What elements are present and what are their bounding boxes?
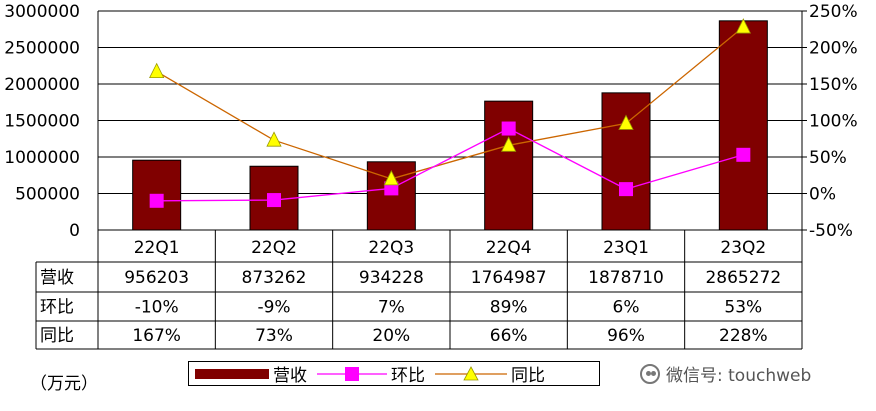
category-label: 22Q3 (368, 238, 414, 258)
qoq-point (736, 147, 751, 162)
watermark: 微信号: touchweb (640, 361, 811, 386)
percent-lines (149, 18, 751, 208)
left-tick-label: 500000 (15, 185, 80, 205)
right-tick-label: 150% (809, 75, 858, 95)
category-label: 22Q2 (251, 238, 297, 258)
table-row-label: 同比 (40, 326, 74, 346)
legend-marker-yoy (435, 365, 507, 380)
left-tick-label: 2500000 (4, 39, 80, 59)
yoy-point (501, 136, 517, 152)
right-tick-label: 250% (809, 2, 858, 22)
qoq-point (501, 121, 516, 136)
table-row-label: 营收 (40, 268, 74, 288)
revenue-bars (132, 20, 768, 231)
gridlines (98, 10, 802, 194)
right-tick-label: 200% (809, 39, 858, 59)
yoy-point (618, 114, 634, 130)
table-cell: -10% (135, 298, 179, 318)
category-label: 22Q1 (134, 238, 180, 258)
table-row-label: 环比 (40, 298, 74, 318)
unit-label: （万元） (30, 374, 98, 394)
legend-marker-qoq (317, 366, 387, 381)
legend-item-revenue: 营收 (195, 362, 307, 386)
table-cell: 228% (719, 326, 768, 346)
legend-item-yoy: 同比 (435, 362, 545, 386)
revenue-bar (601, 92, 651, 231)
yoy-point (735, 18, 751, 34)
category-label: 22Q4 (486, 238, 532, 258)
table-cell: 2865272 (705, 268, 781, 288)
yoy-point (383, 170, 399, 186)
table-cell: 66% (490, 326, 528, 346)
legend-item-qoq: 环比 (317, 362, 425, 386)
category-label: 23Q2 (720, 238, 766, 258)
qoq-point (619, 182, 633, 197)
category-label: 23Q1 (603, 238, 649, 258)
legend-swatch-revenue (195, 368, 269, 379)
table-cell: 934228 (359, 268, 424, 288)
table-cell: 6% (613, 298, 640, 318)
table-cell: 7% (378, 298, 405, 318)
table-cell: 167% (132, 326, 181, 346)
data-table: 22Q1 22Q2 22Q3 22Q4 23Q1 23Q2 营收 956203 873262 93… (35, 229, 803, 350)
table-cell: 53% (724, 298, 762, 318)
left-tick-label: 2000000 (4, 75, 80, 95)
wechat-icon (640, 363, 660, 384)
right-tick-label: 50% (809, 148, 847, 168)
watermark-text: 微信号: touchweb (666, 366, 812, 386)
yoy-line (156, 26, 744, 180)
legend-label-qoq: 环比 (391, 366, 425, 386)
table-cell: 1764987 (471, 268, 547, 288)
legend-label-yoy: 同比 (511, 366, 545, 386)
table-cell: 873262 (242, 268, 307, 288)
table-cell: 96% (607, 326, 645, 346)
qoq-point (149, 193, 164, 208)
right-tick-label: 100% (809, 112, 858, 132)
qoq-point (267, 193, 281, 208)
left-tick-label: 3000000 (4, 2, 80, 22)
legend-label-revenue: 营收 (273, 366, 307, 386)
revenue-bar (718, 20, 768, 231)
yoy-point (149, 62, 165, 78)
left-tick-label: 1500000 (4, 112, 80, 132)
qoq-line (156, 127, 744, 202)
table-cell: 956203 (124, 268, 189, 288)
yoy-point (266, 131, 282, 147)
table-cell: 73% (255, 326, 293, 346)
legend: 营收 环比 同比 (188, 361, 600, 386)
table-cell: -9% (257, 298, 290, 318)
right-tick-label: 0% (809, 185, 836, 205)
left-tick-label: 1000000 (4, 148, 80, 168)
right-tick-label: -50% (809, 221, 853, 241)
table-cell: 89% (490, 298, 528, 318)
table-cell: 20% (372, 326, 410, 346)
left-tick-label: 0 (69, 221, 80, 241)
table-cell: 1878710 (588, 268, 664, 288)
revenue-bar (484, 100, 534, 231)
